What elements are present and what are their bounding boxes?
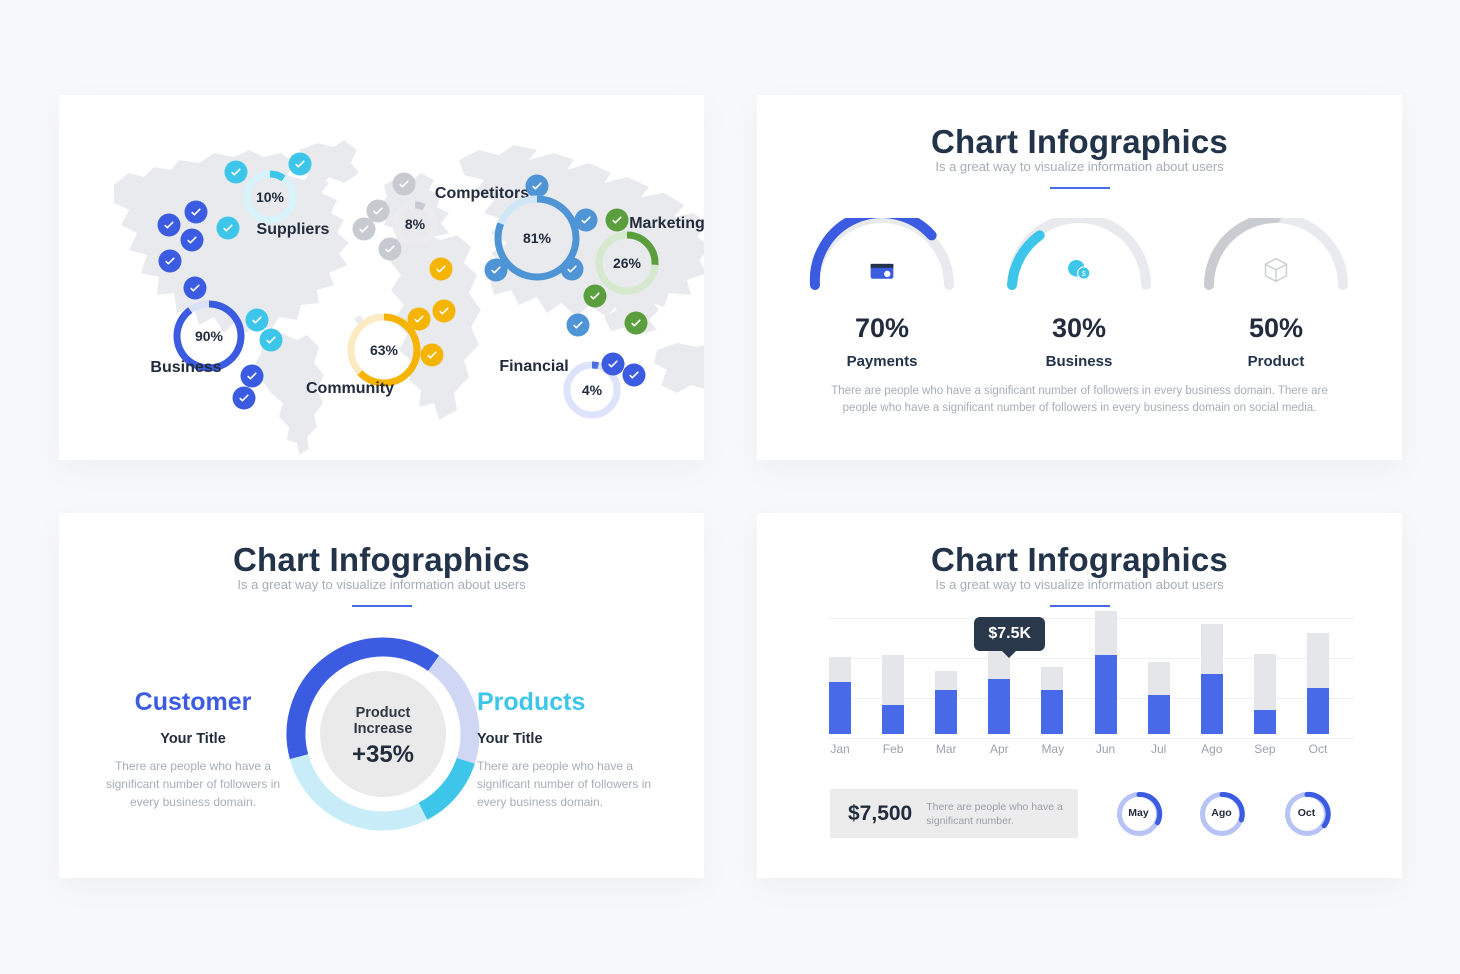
svg-text:$: $ <box>1082 271 1086 278</box>
